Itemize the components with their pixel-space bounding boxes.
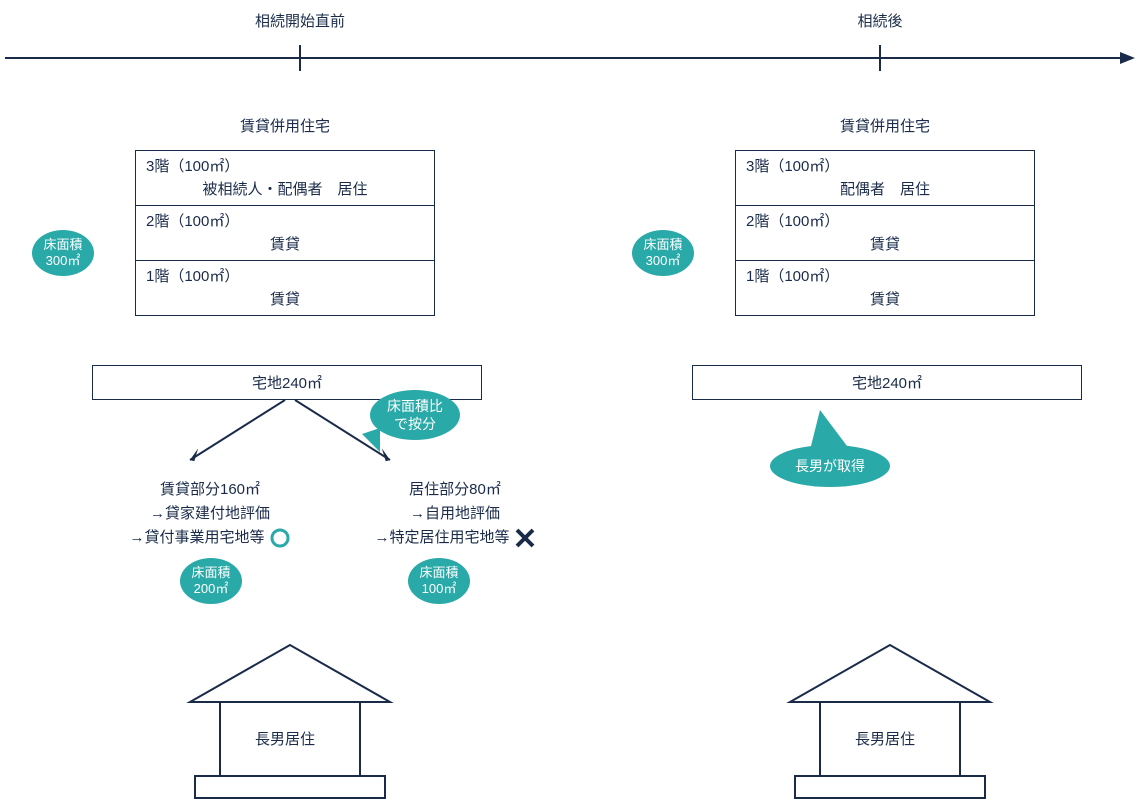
split-left-line1: 賃貸部分160㎡ bbox=[110, 478, 310, 502]
floor-label: 2階（100㎡） bbox=[146, 210, 424, 231]
floor-label: 3階（100㎡） bbox=[146, 155, 424, 176]
badge-line1: 床面積 bbox=[419, 565, 458, 581]
timeline-arrow bbox=[0, 40, 1137, 80]
left-house-label: 長男居住 bbox=[255, 728, 315, 749]
right-title: 賃貸併用住宅 bbox=[735, 115, 1035, 136]
cross-icon bbox=[514, 527, 536, 549]
split-left-line3: →貸付事業用宅地等 bbox=[129, 526, 264, 550]
acquired-callout: 長男が取得 bbox=[770, 445, 890, 487]
right-floor-area-badge: 床面積 300㎡ bbox=[632, 230, 694, 276]
split-left-badge: 床面積 200㎡ bbox=[180, 558, 242, 604]
right-house-label: 長男居住 bbox=[855, 728, 915, 749]
split-right-line1: 居住部分80㎡ bbox=[340, 478, 570, 502]
split-right-badge: 床面積 100㎡ bbox=[408, 558, 470, 604]
badge-line1: 床面積 bbox=[643, 237, 682, 253]
floor-use: 配偶者 居住 bbox=[746, 176, 1024, 199]
split-right-line2: →自用地評価 bbox=[340, 502, 570, 526]
floor-label: 1階（100㎡） bbox=[146, 265, 424, 286]
floor-use: 被相続人・配偶者 居住 bbox=[146, 176, 424, 199]
badge-line2: 300㎡ bbox=[646, 253, 681, 269]
split-left-block: 賃貸部分160㎡ →貸家建付地評価 →貸付事業用宅地等 bbox=[110, 478, 310, 550]
acquired-callout-tail bbox=[810, 410, 850, 450]
split-right-block: 居住部分80㎡ →自用地評価 →特定居住用宅地等 bbox=[340, 478, 570, 550]
floor-use: 賃貸 bbox=[746, 231, 1024, 254]
floor-use: 賃貸 bbox=[146, 231, 424, 254]
left-title: 賃貸併用住宅 bbox=[135, 115, 435, 136]
right-building: 3階（100㎡） 配偶者 居住 2階（100㎡） 賃貸 1階（100㎡） 賃貸 bbox=[735, 150, 1035, 316]
left-floor-area-badge: 床面積 300㎡ bbox=[32, 230, 94, 276]
timeline-label-left: 相続開始直前 bbox=[230, 10, 370, 31]
floor-use: 賃貸 bbox=[746, 286, 1024, 309]
badge-line2: 300㎡ bbox=[46, 253, 81, 269]
floor-label: 2階（100㎡） bbox=[746, 210, 1024, 231]
floor-label: 1階（100㎡） bbox=[746, 265, 1024, 286]
badge-line2: 100㎡ bbox=[422, 581, 457, 597]
left-building: 3階（100㎡） 被相続人・配偶者 居住 2階（100㎡） 賃貸 1階（100㎡… bbox=[135, 150, 435, 316]
timeline-label-right: 相続後 bbox=[840, 10, 920, 31]
left-house-icon bbox=[175, 640, 405, 805]
floor-use: 賃貸 bbox=[146, 286, 424, 309]
right-house-icon bbox=[775, 640, 1005, 805]
badge-line1: 床面積 bbox=[191, 565, 230, 581]
split-right-line3: →特定居住用宅地等 bbox=[374, 526, 509, 550]
split-arrows bbox=[120, 400, 480, 480]
floor-label: 3階（100㎡） bbox=[746, 155, 1024, 176]
split-left-line2: →貸家建付地評価 bbox=[110, 502, 310, 526]
circle-ok-icon bbox=[269, 527, 291, 549]
badge-line1: 床面積 bbox=[43, 237, 82, 253]
right-land: 宅地240㎡ bbox=[692, 365, 1082, 400]
badge-line2: 200㎡ bbox=[194, 581, 229, 597]
